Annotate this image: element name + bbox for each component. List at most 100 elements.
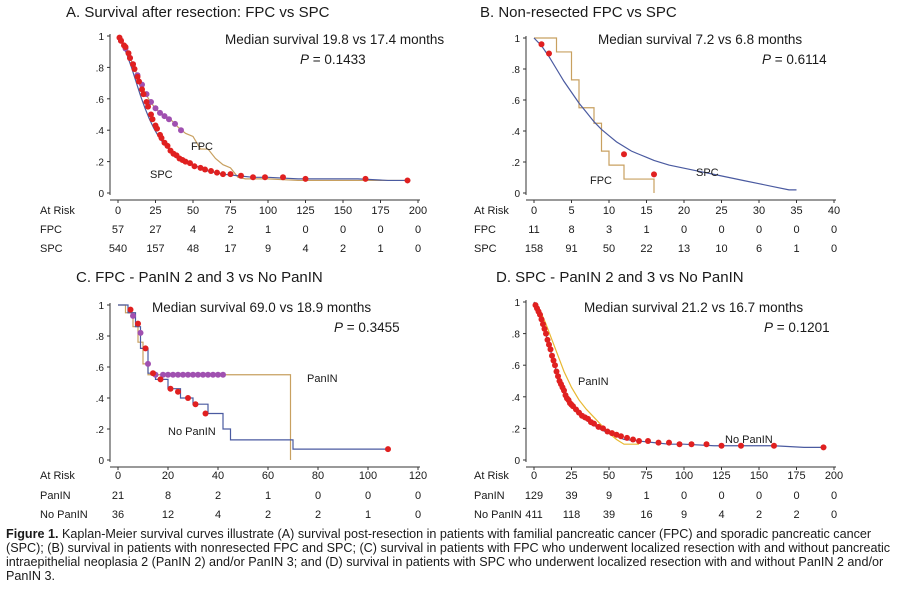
series-marker (182, 158, 189, 165)
panel-d: D. SPC - PanIN 2 and 3 vs No PanIN 0 .2 .4… (450, 264, 900, 526)
x-tick-label: 30 (753, 205, 765, 217)
p-label: P (334, 320, 343, 335)
y-tick-label: 0 (98, 189, 104, 200)
series-marker (595, 423, 602, 430)
series-marker (561, 387, 567, 394)
series-marker (202, 410, 209, 417)
at-risk-value: 0 (302, 224, 308, 236)
at-risk-value: 0 (681, 490, 687, 502)
y-tick-label: .2 (96, 425, 105, 436)
x-tick-label: 120 (409, 470, 427, 482)
series-label: SPC (150, 169, 173, 181)
at-risk-value: 0 (340, 224, 346, 236)
series-marker (202, 166, 208, 173)
series-marker (624, 434, 630, 441)
series-marker (137, 329, 144, 336)
series-label: PanIN (307, 373, 338, 385)
at-risk-value: 0 (365, 490, 371, 502)
p-value-annotation: P = 0.3455 (334, 320, 400, 335)
at-risk-value: 11 (528, 224, 539, 236)
series-marker (200, 371, 206, 378)
y-tick-label: .8 (512, 330, 521, 341)
series-marker (170, 371, 176, 378)
x-tick-label: 75 (640, 470, 652, 482)
series-label: SPC (696, 167, 719, 179)
at-risk-value: 1 (793, 243, 799, 255)
series-marker (191, 163, 198, 170)
at-risk-label: At Risk (474, 470, 509, 482)
x-tick-label: 100 (675, 470, 693, 482)
at-risk-row-label: No PanIN (40, 509, 88, 521)
at-risk-value: 0 (831, 509, 837, 521)
series-marker (280, 174, 286, 181)
x-tick-label: 25 (149, 205, 161, 217)
x-tick-label: 0 (531, 470, 537, 482)
series-marker (385, 446, 391, 453)
y-tick-label: 0 (514, 189, 520, 200)
series-marker (262, 174, 268, 181)
at-risk-value: 39 (565, 490, 577, 502)
series-marker (157, 376, 164, 383)
x-tick-label: 60 (262, 470, 274, 482)
series-line (117, 35, 411, 182)
at-risk-row-label: PanIN (40, 490, 71, 502)
series-marker (540, 321, 546, 328)
series-marker (404, 177, 411, 184)
at-risk-value: 50 (603, 243, 615, 255)
series-marker (145, 103, 151, 110)
at-risk-value: 9 (265, 243, 271, 255)
y-tick-label: .2 (96, 158, 105, 169)
series-marker (142, 345, 149, 352)
series-marker (145, 360, 151, 367)
at-risk-value: 3 (606, 224, 612, 236)
series-marker (157, 109, 163, 116)
series-marker (125, 50, 132, 57)
p-value: = 0.1433 (309, 52, 366, 67)
at-risk-label: At Risk (474, 205, 509, 217)
x-tick-label: 40 (828, 205, 840, 217)
y-tick-label: .8 (512, 65, 521, 76)
median-annotation: Median survival 7.2 vs 6.8 months (598, 32, 802, 47)
series-marker (220, 171, 226, 178)
median-annotation: Median survival 69.0 vs 18.9 months (152, 300, 371, 315)
caption-label: Figure 1. (6, 527, 59, 541)
at-risk-value: 1 (265, 224, 271, 236)
series-marker (609, 430, 615, 437)
y-tick-label: 1 (514, 34, 520, 45)
at-risk-row-label: SPC (40, 243, 63, 255)
series-marker (118, 37, 124, 44)
series-marker (160, 371, 166, 378)
series-marker (600, 425, 606, 432)
p-value: = 0.1201 (773, 320, 830, 335)
series-marker (553, 368, 560, 375)
series-marker (591, 420, 597, 427)
series-marker (149, 116, 156, 123)
series-marker (302, 175, 309, 182)
series-marker (185, 395, 191, 401)
y-tick-label: .6 (512, 96, 521, 107)
at-risk-value: 0 (377, 224, 383, 236)
x-tick-label: 15 (640, 205, 652, 217)
p-value-annotation: P = 0.1433 (300, 52, 366, 67)
at-risk-value: 0 (315, 490, 321, 502)
at-risk-value: 1 (265, 490, 271, 502)
series-marker (178, 127, 184, 134)
series-line (533, 301, 639, 445)
series-marker (122, 43, 129, 50)
series-marker (165, 371, 171, 378)
at-risk-value: 6 (756, 243, 762, 255)
at-risk-value: 10 (715, 243, 727, 255)
series-marker (164, 142, 171, 149)
p-label: P (762, 52, 771, 67)
series-marker (546, 50, 552, 57)
p-value-annotation: P = 0.6114 (762, 52, 827, 67)
x-tick-label: 100 (259, 205, 277, 217)
series-marker (185, 371, 191, 378)
series-marker (175, 388, 181, 395)
series-marker (555, 373, 561, 380)
at-risk-value: 21 (112, 490, 124, 502)
series-label: FPC (191, 141, 213, 153)
panel-c: C. FPC - PanIN 2 and 3 vs No PanIN 0 .2 .4… (0, 264, 450, 526)
y-tick-label: 0 (514, 456, 520, 467)
